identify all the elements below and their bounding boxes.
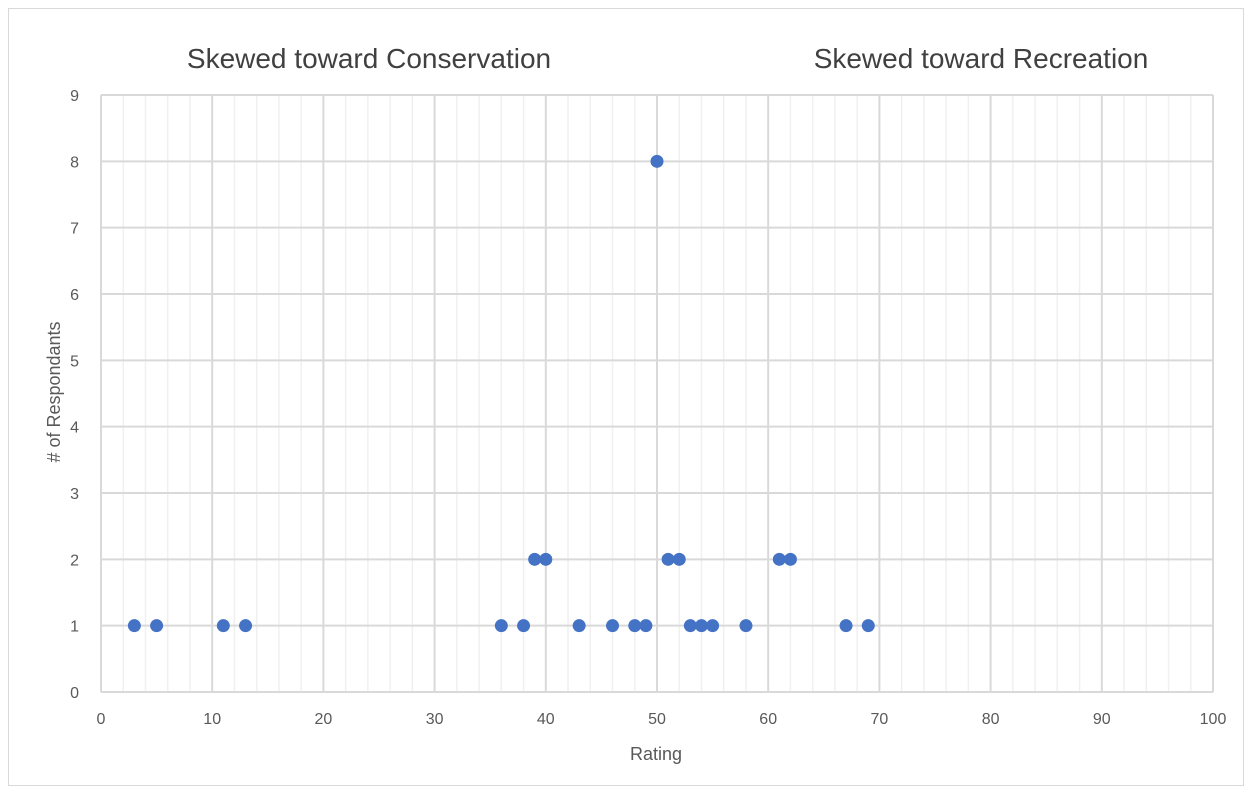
data-point xyxy=(783,552,797,566)
data-point xyxy=(739,619,753,633)
x-tick-label: 60 xyxy=(759,711,777,728)
data-point xyxy=(661,552,675,566)
data-point xyxy=(127,619,141,633)
y-tick-label: 1 xyxy=(70,619,79,636)
x-tick-label: 10 xyxy=(203,711,221,728)
y-tick-label: 0 xyxy=(70,685,79,702)
data-point xyxy=(239,619,253,633)
data-point xyxy=(694,619,708,633)
data-point xyxy=(150,619,164,633)
x-tick-label: 100 xyxy=(1200,711,1227,728)
x-axis-tick-labels: 0 10 20 30 40 50 60 70 80 90 100 xyxy=(97,711,1227,728)
y-tick-label: 4 xyxy=(70,420,79,437)
y-axis-tick-labels: 0 1 2 3 4 5 6 7 8 9 xyxy=(70,88,79,702)
data-point xyxy=(772,552,786,566)
data-point xyxy=(528,552,542,566)
data-point xyxy=(639,619,653,633)
data-point xyxy=(861,619,875,633)
data-point xyxy=(650,154,664,168)
data-points xyxy=(127,154,875,633)
data-point xyxy=(672,552,686,566)
y-tick-label: 3 xyxy=(70,486,79,503)
x-tick-label: 80 xyxy=(982,711,1000,728)
data-point xyxy=(628,619,642,633)
x-tick-label: 20 xyxy=(315,711,333,728)
data-point xyxy=(216,619,230,633)
data-point xyxy=(683,619,697,633)
y-tick-label: 7 xyxy=(70,221,79,238)
data-point xyxy=(606,619,620,633)
y-tick-label: 2 xyxy=(70,552,79,569)
data-point xyxy=(839,619,853,633)
minor-gridlines xyxy=(122,95,1192,692)
y-tick-label: 5 xyxy=(70,353,79,370)
x-tick-label: 40 xyxy=(537,711,555,728)
x-tick-label: 70 xyxy=(871,711,889,728)
annotation-conservation: Skewed toward Conservation xyxy=(187,43,551,74)
data-point xyxy=(517,619,531,633)
major-gridlines xyxy=(100,94,1214,693)
y-tick-label: 6 xyxy=(70,287,79,304)
data-point xyxy=(539,552,553,566)
x-tick-label: 0 xyxy=(97,711,106,728)
annotation-recreation: Skewed toward Recreation xyxy=(814,43,1149,74)
data-point xyxy=(572,619,586,633)
y-axis-title: # of Respondants xyxy=(44,321,64,462)
x-tick-label: 50 xyxy=(648,711,666,728)
chart-frame xyxy=(8,8,1244,786)
x-tick-label: 90 xyxy=(1093,711,1111,728)
x-tick-label: 30 xyxy=(426,711,444,728)
y-tick-label: 8 xyxy=(70,154,79,171)
y-tick-label: 9 xyxy=(70,88,79,105)
x-axis-title: Rating xyxy=(630,744,682,764)
data-point xyxy=(494,619,508,633)
data-point xyxy=(706,619,720,633)
